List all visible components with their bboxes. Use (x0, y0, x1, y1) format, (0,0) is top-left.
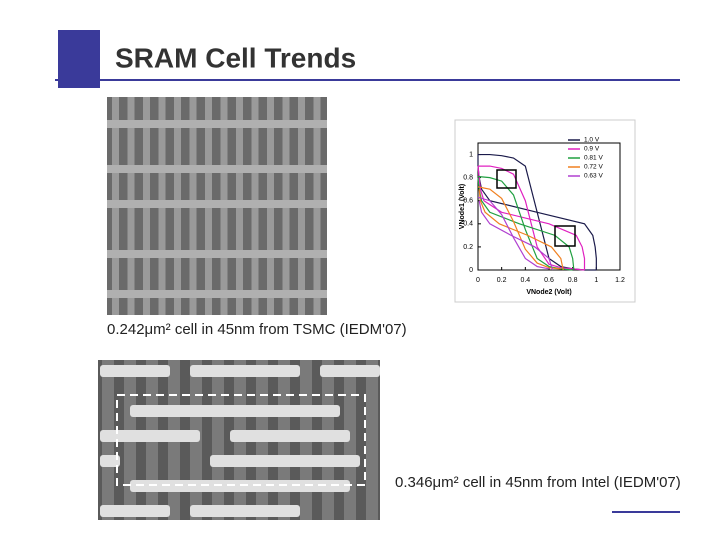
texture (107, 250, 327, 258)
sem-image (107, 97, 327, 315)
texture (107, 120, 327, 128)
y-tick-label: 0 (469, 267, 473, 274)
mirror-curve (478, 189, 564, 271)
legend-label: 0.63 V (584, 173, 603, 180)
slide-title: SRAM Cell Trends (115, 42, 356, 73)
x-axis-label: VNode2 (Volt) (526, 289, 571, 296)
texture (107, 290, 327, 298)
cell-outline (116, 394, 366, 486)
y-tick-label: 0.2 (463, 244, 473, 251)
y-tick-label: 0.8 (463, 174, 473, 181)
texture (107, 200, 327, 208)
legend-label: 0.81 V (584, 155, 603, 162)
texture (100, 365, 170, 377)
curve (478, 165, 585, 271)
texture (100, 505, 170, 517)
chart-frame (454, 119, 636, 303)
x-tick-label: 1.2 (615, 277, 625, 284)
texture (107, 165, 327, 173)
texture (190, 505, 300, 517)
x-tick-label: 0.6 (544, 277, 554, 284)
mirror-curve (477, 166, 586, 270)
x-tick-label: 1 (594, 277, 598, 284)
chart: 0 0.2 0.4 0.6 0.8 1 1.2 0 0.2 0.4 0.6 0.8 1 VNode2 (V… (454, 119, 636, 303)
x-tick-label: 0.4 (520, 277, 530, 284)
texture (100, 455, 120, 467)
y-axis-label: VNode1 (Volt) (459, 184, 466, 229)
texture (212, 360, 224, 520)
legend-label: 0.9 V (584, 146, 600, 153)
texture (210, 455, 360, 467)
x-tick-label: 0.8 (568, 277, 578, 284)
mirror-curve (478, 200, 554, 271)
texture (100, 430, 200, 442)
caption: 0.242μm² cell in 45nm from TSMC (IEDM'07… (107, 321, 407, 338)
curve (477, 186, 561, 270)
sem-image (98, 360, 380, 520)
texture (130, 405, 340, 417)
y-tick-label: 0.6 (463, 198, 473, 205)
x-tick-label: 0.2 (497, 277, 507, 284)
y-tick-label: 1 (469, 151, 473, 158)
eye-box (496, 169, 517, 189)
texture (366, 360, 378, 520)
texture (230, 430, 350, 442)
title-block (58, 30, 100, 88)
x-tick-label: 0 (476, 277, 480, 284)
caption: 0.346μm² cell in 45nm from Intel (IEDM'0… (395, 474, 681, 491)
curve (477, 196, 550, 270)
texture (320, 365, 380, 377)
y-tick-label: 0.4 (463, 221, 473, 228)
texture (190, 365, 300, 377)
eye-box (554, 225, 576, 247)
legend-label: 0.72 V (584, 164, 603, 171)
legend-label: 1.0 V (584, 137, 600, 144)
